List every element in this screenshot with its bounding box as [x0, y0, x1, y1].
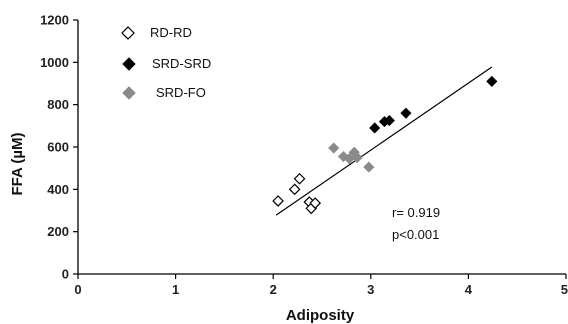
- p-value-annotation: p<0.001: [392, 227, 439, 242]
- data-point-rd-rd: [288, 183, 301, 196]
- data-point-srd-srd: [400, 107, 412, 119]
- y-tick-label: 1000: [40, 55, 69, 70]
- legend-label-srd-fo: SRD-FO: [156, 85, 206, 100]
- data-point-srd-srd: [369, 122, 381, 134]
- x-tick-label: 4: [465, 282, 473, 297]
- legend-marker-rd-rd: [121, 26, 135, 40]
- x-tick-label: 3: [367, 282, 374, 297]
- legend-item-srd-fo: SRD-FO: [122, 85, 206, 100]
- regression-line: [275, 66, 493, 216]
- legend-label-srd-srd: SRD-SRD: [152, 56, 211, 71]
- x-axis-label: Adiposity: [286, 307, 355, 324]
- x-tick-label: 2: [270, 282, 277, 297]
- legend: RD-RD SRD-SRD SRD-FO: [121, 25, 211, 100]
- y-tick-label: 0: [62, 267, 69, 282]
- x-tick-label: 1: [172, 282, 179, 297]
- y-axis-label: FFA (µM): [9, 132, 26, 195]
- correlation-annotation: r= 0.919: [392, 205, 440, 220]
- plot-area: 0 1 2 3 4 5 0 200 400 600 800 1000 1200: [40, 13, 568, 298]
- y-tick-label: 800: [47, 97, 69, 112]
- legend-marker-srd-srd: [122, 57, 136, 71]
- data-point-srd-fo: [363, 161, 375, 173]
- data-point-rd-rd: [293, 172, 306, 185]
- data-point-srd-srd: [383, 114, 395, 127]
- legend-item-srd-srd: SRD-SRD: [122, 56, 211, 71]
- x-tick-label: 0: [74, 282, 81, 297]
- data-point-srd-fo: [351, 152, 363, 164]
- y-tick-label: 1200: [40, 13, 69, 28]
- data-point-srd-srd: [486, 75, 498, 87]
- legend-label-rd-rd: RD-RD: [150, 25, 192, 40]
- y-tick-label: 600: [47, 140, 69, 155]
- data-point-rd-rd: [272, 195, 284, 207]
- x-tick-label: 5: [561, 282, 568, 297]
- legend-item-rd-rd: RD-RD: [121, 25, 192, 40]
- data-point-srd-fo: [328, 142, 340, 154]
- data-point-rd-rd: [309, 197, 322, 209]
- y-tick-label: 200: [47, 224, 69, 239]
- y-tick-label: 400: [47, 182, 69, 197]
- legend-marker-srd-fo: [122, 86, 136, 100]
